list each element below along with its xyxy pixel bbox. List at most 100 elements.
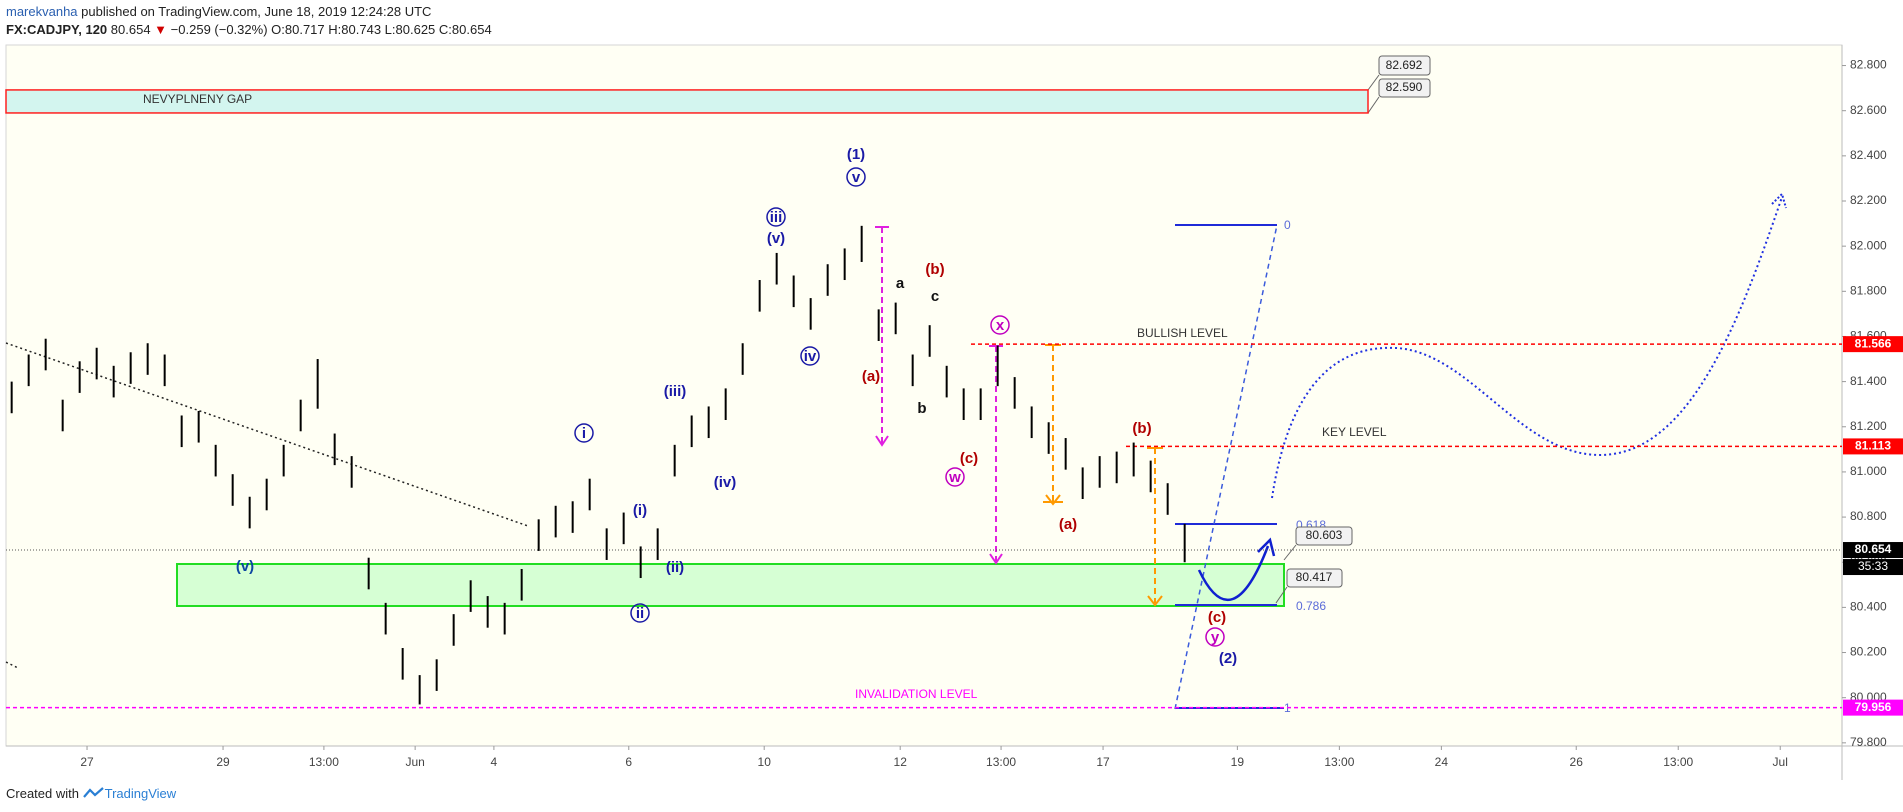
wave-label: iv (804, 348, 817, 365)
fib-label: 0.786 (1296, 599, 1326, 613)
callout-pointer (1367, 96, 1380, 114)
footer: Created with TradingView (6, 786, 176, 801)
wave-circle (945, 467, 965, 487)
callout-pointer (1275, 586, 1288, 604)
y-tick-label: 82.200 (1850, 193, 1887, 207)
gap-zone (5, 89, 1369, 114)
wave-circle (574, 423, 594, 443)
level-badge-label: 81.566 (1855, 336, 1892, 350)
x-tick-label: 27 (80, 755, 94, 769)
plot-area (5, 44, 1843, 747)
y-tick-label: 82.800 (1850, 58, 1887, 72)
open: O:80.717 (271, 22, 325, 37)
wave-label: (c) (960, 450, 978, 467)
wave-label: (iv) (714, 474, 737, 491)
logo (82, 787, 104, 798)
symbol: FX:CADJPY, 120 (6, 22, 108, 37)
level-badge-label: 79.956 (1855, 700, 1892, 714)
y-tick-label: 82.400 (1850, 148, 1887, 162)
level-label: BULLISH LEVEL (1137, 326, 1228, 340)
wave-label: v (852, 169, 861, 186)
x-tick-label: 13:00 (309, 755, 339, 769)
measure-arrows (881, 227, 1156, 603)
fib-diagonal (1174, 224, 1278, 710)
wave-circle (990, 315, 1010, 335)
wave-label: (ii) (666, 559, 684, 576)
wave-label: y (1211, 629, 1220, 646)
arrow-head (989, 345, 1003, 565)
wave-circle (766, 207, 786, 227)
trend-line (5, 661, 19, 669)
callout-box (1295, 526, 1353, 546)
wave-label: (a) (1059, 516, 1077, 533)
countdown: 35:33 (1858, 559, 1888, 573)
y-tick-label: 81.400 (1850, 374, 1887, 388)
wave-label: (2) (1219, 650, 1237, 667)
x-tick-label: 6 (625, 755, 632, 769)
wave-label: (c) (1208, 609, 1226, 626)
last-price-badge-label: 80.654 (1855, 542, 1892, 556)
last-price: 80.654 (110, 22, 151, 37)
wave-label: w (948, 469, 961, 486)
last-price-badge (1843, 542, 1903, 559)
y-tick-label: 82.000 (1850, 238, 1887, 252)
y-tick-label: 81.800 (1850, 283, 1887, 297)
y-tick-label: 80.200 (1850, 645, 1887, 659)
gap-label: NEVYPLNENY GAP (143, 92, 252, 106)
arrow-head (1257, 537, 1276, 557)
fib-lines (1175, 224, 1284, 709)
y-tick-label: 81.200 (1850, 419, 1887, 433)
wave-circle (630, 603, 650, 623)
countdown-box (1843, 559, 1903, 576)
x-tick-label: 12 (894, 755, 908, 769)
wave-label: a (896, 275, 905, 292)
level-badge (1843, 438, 1903, 455)
projection-path (1271, 196, 1783, 499)
y-tick-label: 82.600 (1850, 103, 1887, 117)
projection-arrow (1197, 545, 1270, 602)
wave-label: (b) (925, 261, 944, 278)
measure-arrow-heads (875, 226, 1163, 607)
callout-box (1378, 78, 1431, 98)
arrow-head (1771, 192, 1787, 209)
level-badge-label: 81.113 (1855, 439, 1891, 453)
change: −0.259 (−0.32%) (170, 22, 268, 37)
level-badge (1843, 336, 1903, 353)
wave-label: (a) (862, 368, 880, 385)
callout-pointer (1367, 74, 1380, 91)
wave-label: i (582, 425, 586, 442)
trend-line (5, 342, 529, 527)
wave-label: (1) (847, 146, 865, 163)
x-tick-label: 26 (1570, 755, 1584, 769)
footer-text: Created with (6, 786, 79, 801)
y-tick-label: 79.800 (1850, 735, 1887, 749)
wave-label: iii (770, 209, 783, 226)
wave-label: ii (636, 605, 644, 622)
arrow-head (875, 226, 889, 447)
symbol-line: FX:CADJPY, 120 80.654 ▼ −0.259 (−0.32%) … (6, 21, 492, 39)
x-tick-label: 17 (1096, 755, 1110, 769)
callout-pointer (1283, 544, 1297, 561)
publish-line: marekvanha published on TradingView.com,… (6, 3, 492, 21)
level-label: KEY LEVEL (1322, 425, 1387, 439)
level-badge (1843, 699, 1903, 716)
author: marekvanha (6, 4, 78, 19)
x-tick-label: 24 (1435, 755, 1449, 769)
callout-box (1286, 568, 1343, 588)
wave-label: x (996, 317, 1005, 334)
wave-circle (1205, 627, 1225, 647)
y-tick-label: 80.400 (1850, 600, 1887, 614)
level-label: INVALIDATION LEVEL (855, 687, 978, 701)
y-tick-label: 80.800 (1850, 509, 1887, 523)
brand: TradingView (104, 786, 177, 801)
wave-circle (800, 346, 820, 366)
callout-label: 80.417 (1296, 570, 1333, 584)
x-tick-label: Jun (405, 755, 424, 769)
high: H:80.743 (328, 22, 382, 37)
wave-circle (846, 167, 866, 187)
callout-label: 82.590 (1386, 80, 1423, 94)
x-tick-label: 13:00 (1324, 755, 1354, 769)
y-tick-label: 81.000 (1850, 464, 1887, 478)
